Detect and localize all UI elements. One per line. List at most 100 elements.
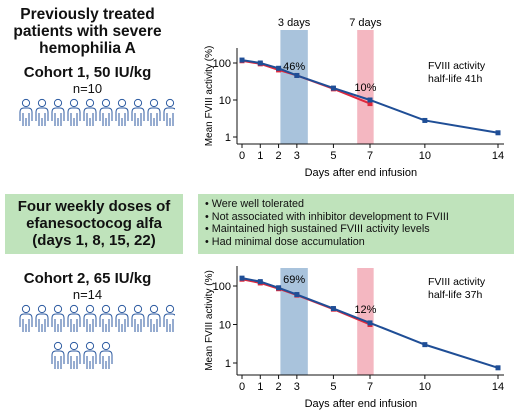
findings-list: • Were well tolerated • Not associated w… (205, 198, 449, 248)
halflife-label: half-life 37h (428, 289, 482, 301)
title-line-2: patients with severe (13, 23, 162, 40)
x-tick-label: 7 (367, 150, 373, 162)
y-tick-label: 1 (225, 132, 231, 144)
x-tick-label: 2 (276, 381, 282, 393)
y-tick-label: 1 (225, 358, 231, 370)
person-body (51, 350, 65, 369)
y-tick-label: 10 (219, 320, 231, 332)
person-head (117, 304, 127, 314)
person-body (83, 350, 97, 369)
person-icon (83, 341, 97, 369)
data-point (422, 342, 428, 348)
annotation-label: 10% (354, 82, 376, 94)
cohort2-person-icons (19, 304, 175, 369)
y-axis-label: Mean FVIII activity (%) (204, 46, 215, 147)
data-point (367, 101, 373, 107)
cohort1-person-icons (19, 98, 175, 126)
y-tick-label: 100 (213, 281, 231, 293)
data-point (330, 306, 336, 312)
data-point (239, 57, 245, 63)
person-head (165, 98, 175, 108)
chart-cohort2: 1 10 100 0 1 2 3 5 7 10 14 Mean FVIII activity (%) D… (204, 266, 504, 410)
band-label: 7 days (349, 17, 382, 29)
x-tick-label: 14 (492, 150, 504, 162)
x-tick-label: 7 (367, 381, 373, 393)
x-tick-label: 14 (492, 381, 504, 393)
finding-text: Were well tolerated (211, 198, 304, 210)
finding-text: Had minimal dose accumulation (211, 235, 365, 248)
person-head (101, 341, 111, 351)
x-axis-label: Days after end infusion (305, 167, 418, 179)
regimen-line-3: (days 1, 8, 15, 22) (32, 232, 156, 249)
halflife-label: FVIII activity (428, 60, 486, 72)
x-axis-label: Days after end infusion (305, 398, 418, 410)
person-body (19, 313, 33, 332)
person-icon (131, 304, 145, 332)
person-head (133, 304, 143, 314)
data-point (294, 72, 300, 78)
person-body (115, 107, 129, 126)
person-body (163, 313, 175, 332)
x-tick-label: 10 (419, 381, 431, 393)
person-head (133, 98, 143, 108)
person-icon (115, 304, 129, 332)
person-icon (147, 98, 161, 126)
data-point (495, 365, 501, 371)
regimen-line-2: efanesoctocog alfa (26, 215, 162, 232)
findings-box (198, 194, 514, 254)
series-line (241, 59, 499, 134)
series-line (241, 277, 499, 369)
person-head (165, 304, 175, 314)
person-body (131, 313, 145, 332)
person-icon (51, 304, 65, 332)
annotation-label: 69% (283, 274, 305, 286)
chart-cohort1: 3 days 7 days 1 10 100 0 1 2 3 5 7 10 14 Mean FVIII a… (204, 17, 504, 179)
person-head (85, 341, 95, 351)
finding-item: • Had minimal dose accumulation (205, 235, 365, 248)
person-head (149, 304, 159, 314)
band-3-days (280, 30, 308, 144)
x-tick-label: 5 (330, 150, 336, 162)
x-tick-label: 3 (294, 150, 300, 162)
person-icon (99, 341, 113, 369)
band-7-days (357, 30, 374, 144)
data-point (330, 85, 336, 91)
person-icon (163, 98, 175, 126)
person-icon (51, 98, 65, 126)
finding-text: Not associated with inhibitor developmen… (211, 210, 449, 223)
y-axis-label: Mean FVIII activity (%) (204, 270, 215, 371)
person-icon (19, 304, 33, 332)
person-head (53, 304, 63, 314)
data-point (257, 279, 263, 285)
person-body (67, 313, 81, 332)
person-head (117, 98, 127, 108)
cohort2-label: Cohort 2, 65 IU/kg (23, 270, 152, 287)
data-point (367, 320, 373, 326)
finding-item: • Maintained high sustained FVIII activi… (205, 223, 430, 236)
person-head (69, 341, 79, 351)
data-point (294, 292, 300, 298)
person-icon (99, 304, 113, 332)
person-icon (35, 304, 49, 332)
x-tick-label: 0 (239, 150, 245, 162)
person-head (53, 341, 63, 351)
person-head (85, 98, 95, 108)
annotation-label: 12% (354, 304, 376, 316)
person-body (131, 107, 145, 126)
person-icon (83, 304, 97, 332)
finding-item: • Were well tolerated (205, 198, 304, 210)
person-head (85, 304, 95, 314)
finding-text: Maintained high sustained FVIII activity… (211, 223, 430, 236)
data-point (495, 130, 501, 136)
halflife-label: half-life 41h (428, 73, 482, 85)
person-icon (147, 304, 161, 332)
cohort1-n: n=10 (72, 81, 103, 96)
band-label: 3 days (278, 17, 311, 29)
y-tick-label: 10 (219, 95, 231, 107)
y-tick-label: 100 (213, 58, 231, 70)
person-body (147, 107, 161, 126)
x-tick-label: 1 (257, 150, 263, 162)
halflife-label: FVIII activity (428, 276, 486, 288)
person-icon (163, 304, 175, 332)
title-line-1: Previously treated (20, 6, 155, 23)
